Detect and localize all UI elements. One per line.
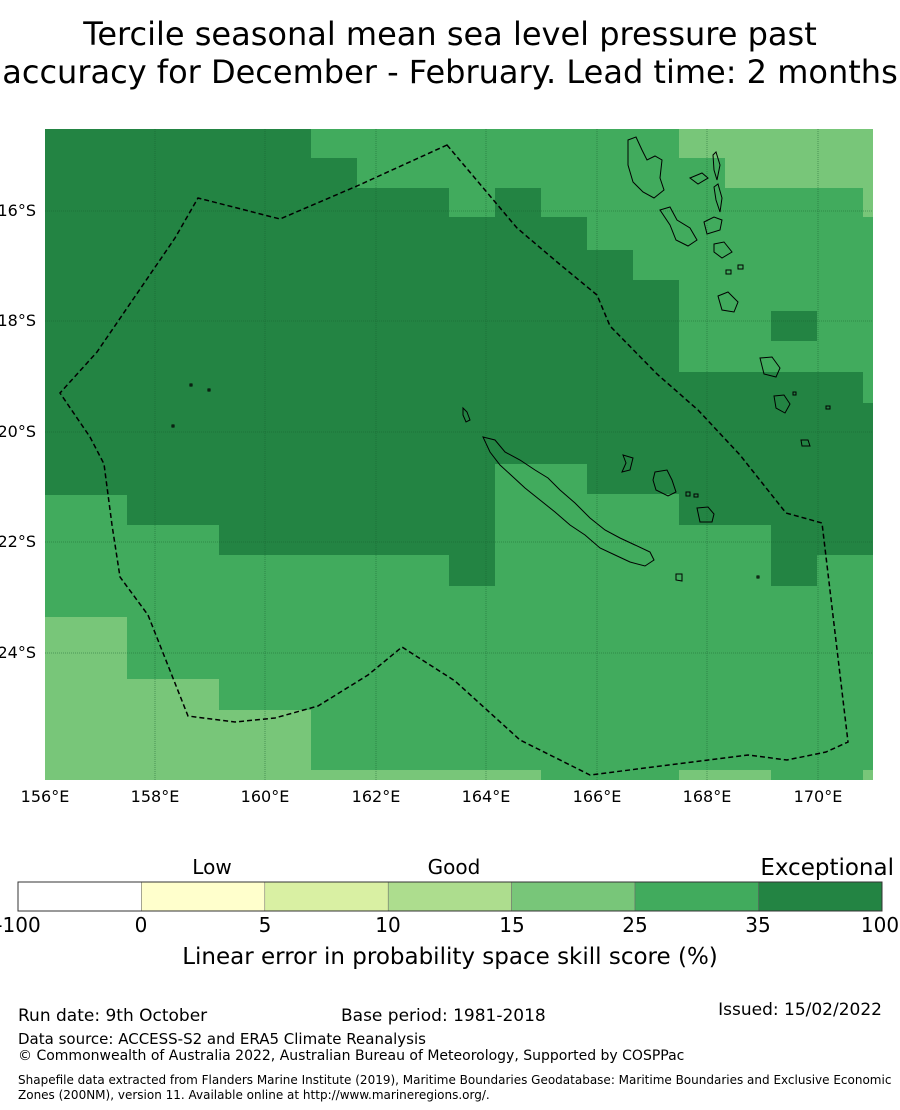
chart-title-line2: accuracy for December - February. Lead t… (2, 53, 898, 91)
grid-cell (725, 158, 873, 188)
island-ouvea (621, 454, 634, 473)
grid-cell (771, 403, 873, 555)
base-period: Base period: 1981-2018 (341, 1006, 546, 1026)
skill-grid (45, 129, 873, 780)
island-efate (717, 291, 739, 313)
grid-cell (495, 188, 541, 464)
colorbar-tick: -100 (0, 913, 41, 937)
colorbar-swatch (634, 881, 759, 912)
data-source: Data source: ACCESS-S2 and ERA5 Climate … (18, 1030, 426, 1048)
colorbar (17, 881, 883, 912)
island-small-4 (207, 388, 211, 392)
run-date: Run date: 9th October (18, 1006, 208, 1026)
issued-date: Issued: 15/02/2022 (718, 1000, 882, 1020)
colorbar-swatch (387, 881, 512, 912)
island-espiritu-santo (627, 136, 665, 199)
lat-label: 18°S (0, 311, 36, 330)
colorbar-swatch (264, 881, 389, 912)
grid-cell (587, 250, 633, 280)
grid-cell (403, 495, 495, 555)
grid-cell (771, 555, 817, 586)
grid-cell (449, 555, 495, 586)
island-pentecost (703, 216, 723, 235)
grid-cell (311, 158, 357, 188)
colorbar-category-good: Good (427, 855, 481, 879)
lon-label: 164°E (461, 787, 511, 806)
island-small-3 (189, 383, 193, 387)
colorbar-tick: 35 (745, 913, 771, 937)
colorbar-tick: 10 (375, 913, 401, 937)
lon-label: 166°E (572, 787, 622, 806)
colorbar-tick: 100 (860, 913, 900, 937)
lat-label: 22°S (0, 532, 36, 551)
colorbar-swatch (758, 881, 883, 912)
colorbar-swatch (141, 881, 266, 912)
island-erromango (759, 356, 781, 378)
grid-cell (311, 770, 541, 780)
lon-label: 162°E (351, 787, 401, 806)
lat-label: 24°S (0, 643, 36, 662)
colorbar-category-low: Low (192, 855, 232, 879)
island-small-9 (685, 491, 691, 497)
lat-label: 16°S (0, 201, 36, 220)
gridlines (45, 129, 873, 780)
island-small-2 (792, 391, 797, 396)
lon-label: 168°E (682, 787, 732, 806)
island-malekula (659, 206, 698, 247)
lon-label: 158°E (130, 787, 180, 806)
island-vanua-lava (712, 151, 721, 181)
grid-cell (45, 617, 127, 780)
colorbar-label: Linear error in probability space skill … (182, 944, 718, 970)
colorbar-swatch (17, 881, 142, 912)
island-small-10 (693, 493, 699, 498)
island-aneityum (800, 439, 811, 447)
island-walpole (675, 573, 683, 582)
island-small-8 (756, 575, 760, 579)
island-belep (462, 406, 471, 423)
colorbar-tick: 0 (134, 913, 148, 937)
island-new-caledonia (482, 436, 655, 567)
colorbar-category-exceptional: Exceptional (760, 855, 894, 881)
grid-cell (863, 770, 873, 780)
island-small-7 (725, 269, 732, 275)
island-mare (696, 506, 715, 523)
island-epi (713, 241, 733, 259)
island-ambae (689, 172, 709, 185)
island-small-6 (737, 264, 744, 270)
chart-title-line1: Tercile seasonal mean sea level pressure… (83, 15, 817, 53)
island-maewo (713, 183, 723, 213)
colorbar-tick: 15 (499, 913, 525, 937)
grid-cell (679, 129, 873, 158)
colorbar-tick: 25 (622, 913, 648, 937)
island-small-5 (171, 424, 175, 428)
grid-cell (771, 311, 817, 341)
colorbar-swatch (511, 881, 636, 912)
lat-label: 20°S (0, 422, 36, 441)
shapefile-credit: Shapefile data extracted from Flanders M… (18, 1073, 892, 1102)
island-tanna (773, 394, 791, 414)
lon-label: 170°E (793, 787, 843, 806)
island-small-1 (825, 405, 831, 410)
grid-cell (127, 679, 219, 780)
grid-cell (357, 217, 495, 495)
lon-label: 160°E (240, 787, 290, 806)
grid-cell (863, 188, 873, 217)
grid-cell (541, 217, 587, 464)
coastlines (171, 136, 831, 582)
lon-label: 156°E (20, 787, 70, 806)
grid-cell (679, 770, 771, 780)
copyright: © Commonwealth of Australia 2022, Austra… (18, 1048, 685, 1064)
colorbar-tick: 5 (258, 913, 272, 937)
maritime-boundary (59, 144, 849, 776)
island-lifou (652, 469, 677, 497)
colorbar-frame (17, 881, 883, 912)
